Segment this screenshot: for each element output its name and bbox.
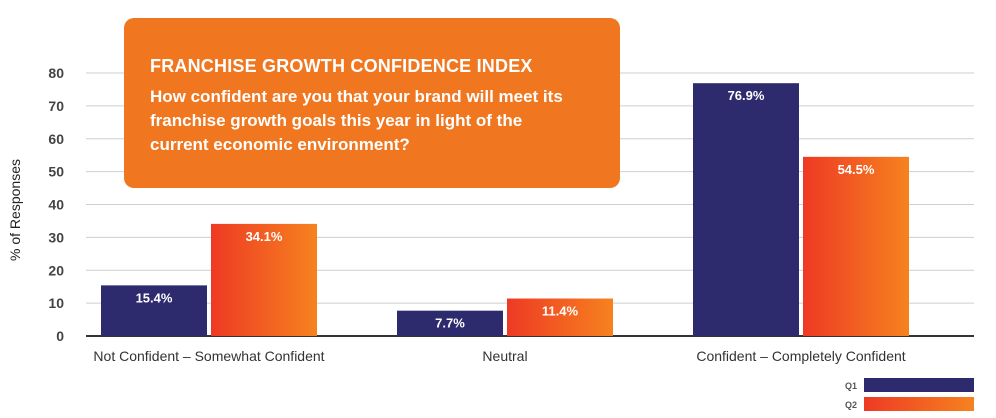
bar-q1 — [101, 285, 207, 336]
x-category-label: Neutral — [482, 348, 527, 364]
y-tick-label: 0 — [56, 328, 64, 344]
data-label: 54.5% — [838, 162, 875, 177]
y-tick-label: 60 — [48, 131, 64, 147]
x-category-label: Confident – Completely Confident — [696, 348, 905, 364]
chart-title: FRANCHISE GROWTH CONFIDENCE INDEX — [150, 56, 533, 76]
data-label: 15.4% — [136, 290, 173, 305]
y-tick-label: 40 — [48, 197, 64, 213]
data-label: 76.9% — [728, 88, 765, 103]
bars: 15.4% 34.1% 7.7% 11.4% 76.9% 54.5% — [101, 83, 909, 336]
data-label: 7.7% — [435, 316, 465, 331]
y-tick-label: 20 — [48, 262, 64, 278]
data-label: 34.1% — [246, 229, 283, 244]
legend-label: Q1 — [845, 381, 857, 391]
legend: Q1 Q2 — [845, 378, 974, 411]
y-axis-ticks: 0 10 20 30 40 50 60 70 80 — [48, 65, 64, 344]
legend-label: Q2 — [845, 400, 857, 410]
category-labels: Not Confident – Somewhat Confident Neutra… — [93, 348, 905, 364]
y-tick-label: 50 — [48, 164, 64, 180]
bar-q2 — [803, 156, 909, 336]
legend-swatch — [864, 397, 974, 411]
bar-q2 — [507, 298, 613, 336]
bar-q1 — [693, 83, 799, 336]
data-label: 11.4% — [542, 304, 579, 319]
x-category-label: Not Confident – Somewhat Confident — [93, 348, 324, 364]
y-tick-label: 10 — [48, 295, 64, 311]
y-tick-label: 30 — [48, 229, 64, 245]
bar-q2 — [211, 223, 317, 336]
legend-swatch — [864, 378, 974, 392]
y-axis-label: % of Responses — [7, 159, 23, 261]
bar-q1 — [397, 310, 503, 336]
chart-title-callout: FRANCHISE GROWTH CONFIDENCE INDEX How co… — [124, 18, 620, 188]
y-tick-label: 80 — [48, 65, 64, 81]
chart-question: How confident are you that your brand wi… — [150, 87, 563, 154]
y-tick-label: 70 — [48, 98, 64, 114]
